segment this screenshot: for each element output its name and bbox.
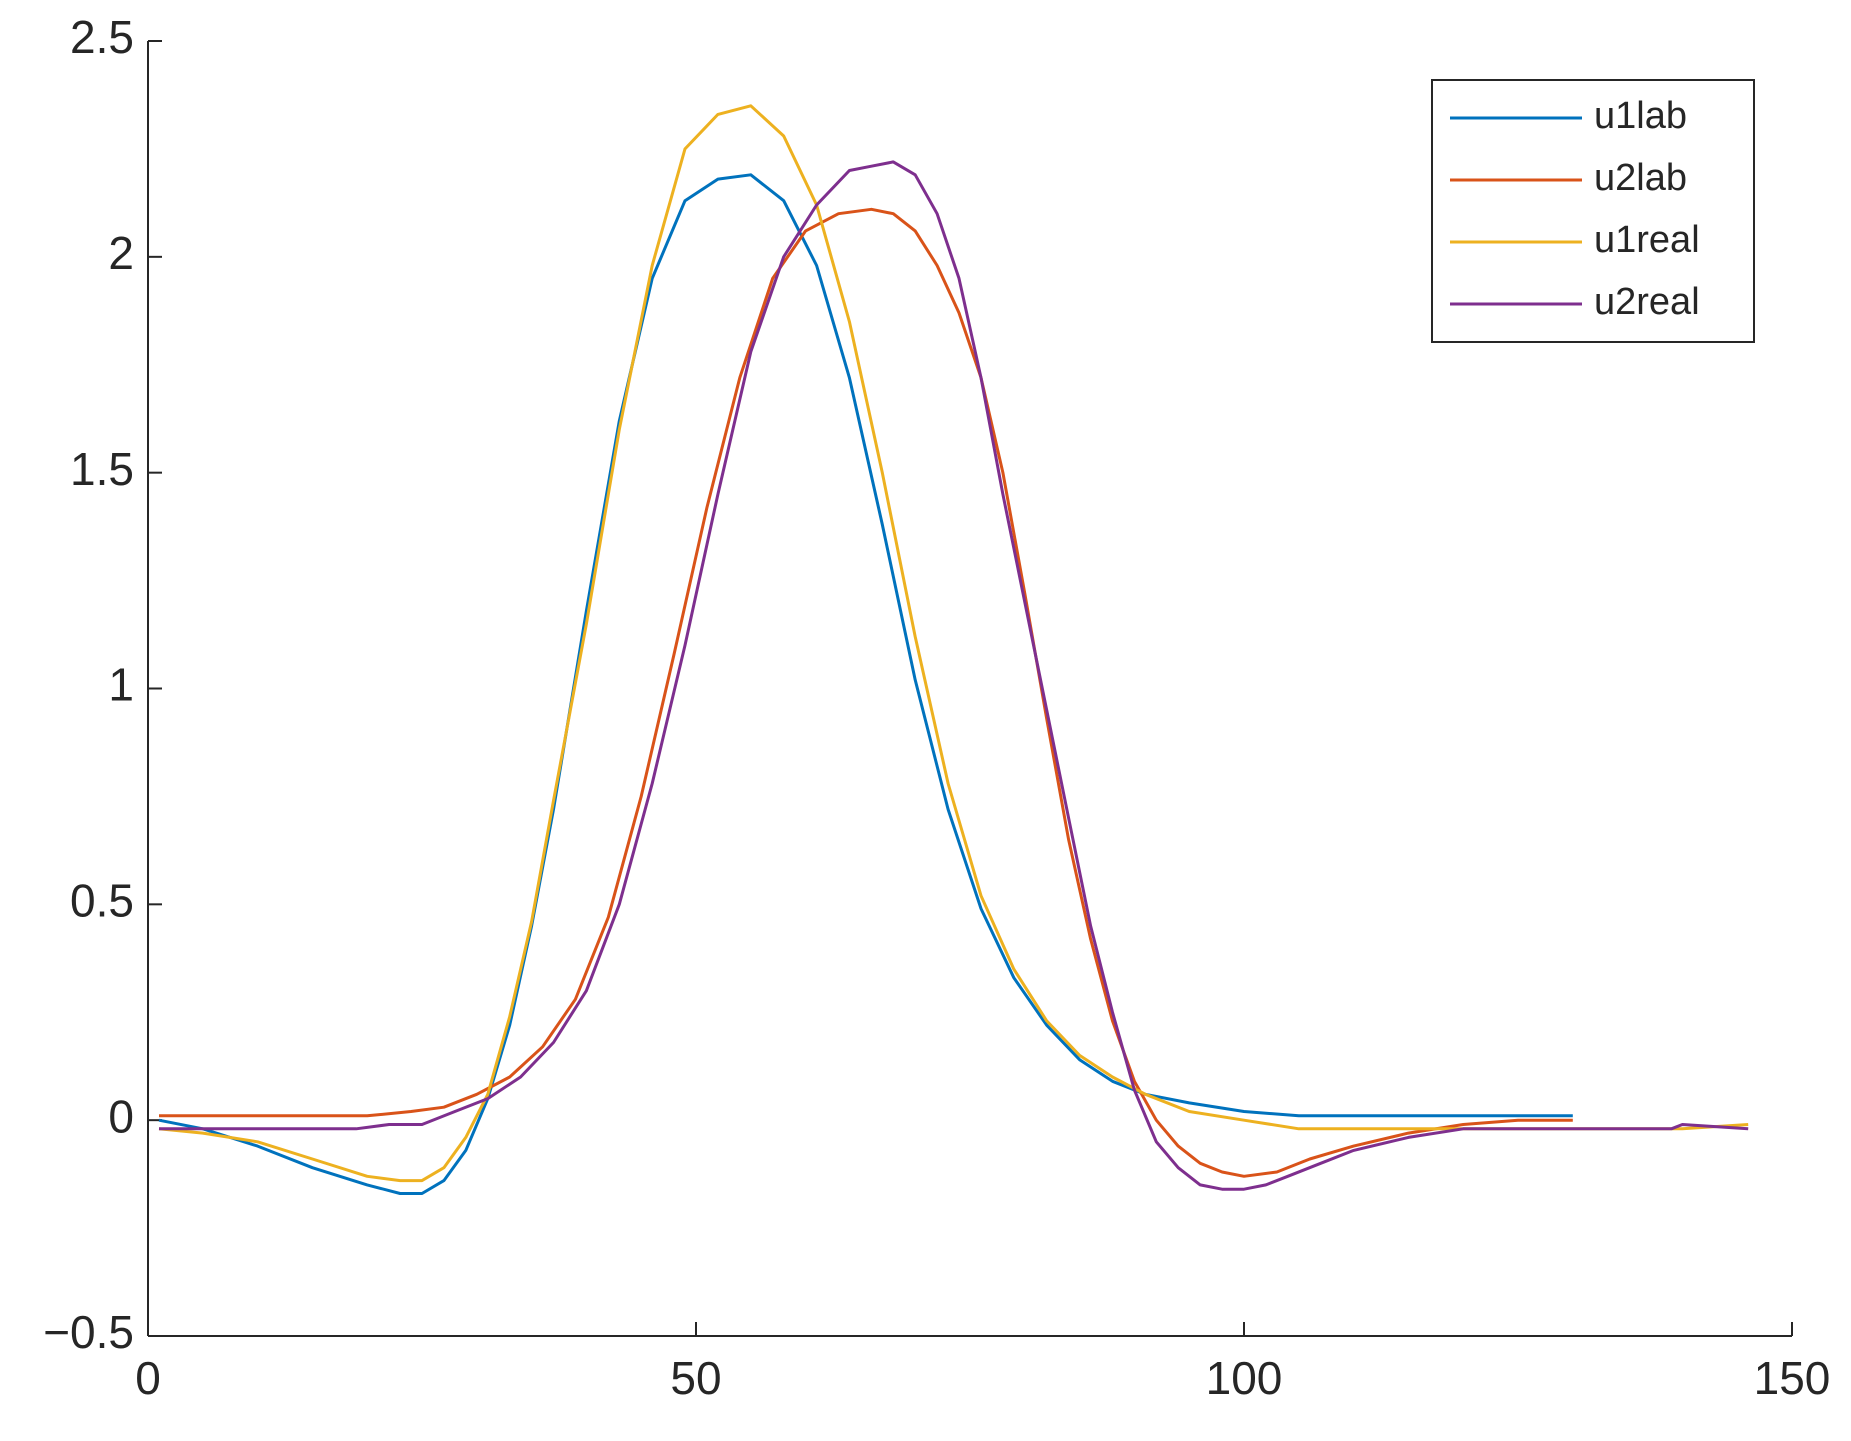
legend-label: u1lab [1594,95,1687,137]
y-tick-label: 0.5 [70,874,134,926]
legend-label: u1real [1594,219,1700,261]
x-tick-label: 150 [1754,1352,1831,1404]
y-tick-label: 0 [108,1090,134,1142]
series-line [159,160,1749,1191]
x-tick-label: 0 [135,1352,161,1404]
y-tick-label: 1 [108,659,134,711]
y-tick-label: 1.5 [70,443,134,495]
legend-label: u2real [1594,281,1700,323]
y-tick-label: 2.5 [70,11,134,63]
legend-box [1431,79,1755,343]
y-tick-label: 2 [108,227,134,279]
legend-label: u2lab [1594,157,1687,199]
series-line [158,173,1573,1195]
series-line [159,207,1573,1178]
x-tick-label: 100 [1206,1352,1283,1404]
y-tick-label: −0.5 [43,1306,134,1358]
series-line [158,104,1749,1183]
x-tick-label: 50 [670,1352,721,1404]
